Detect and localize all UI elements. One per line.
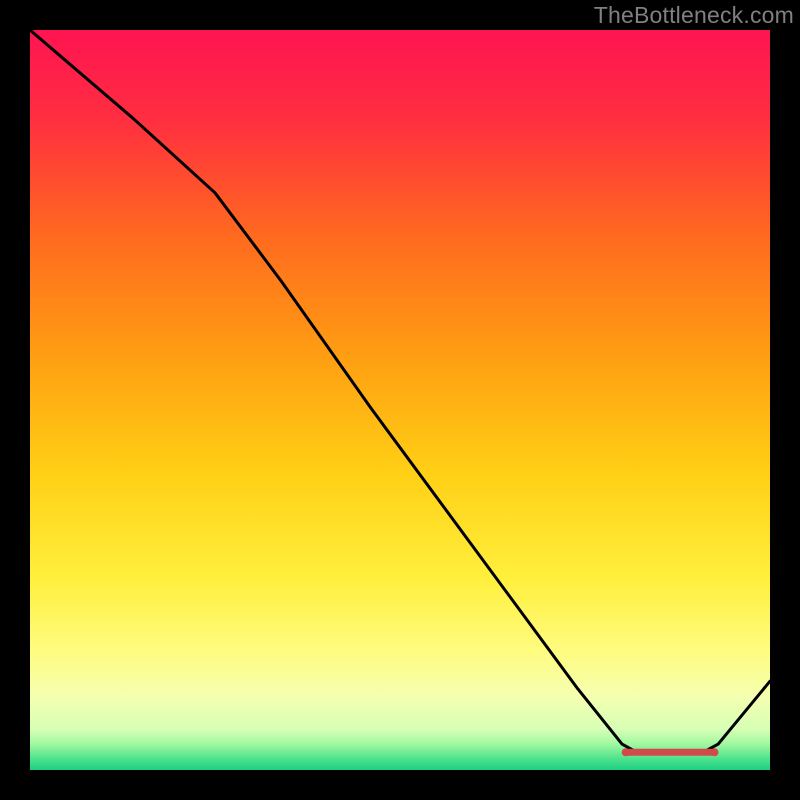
watermark-text: TheBottleneck.com bbox=[594, 0, 794, 30]
plot-area bbox=[30, 30, 770, 770]
chart-svg bbox=[30, 30, 770, 770]
optimal-range-start-cap bbox=[622, 748, 630, 756]
optimal-range-end-cap bbox=[711, 748, 719, 756]
chart-frame: TheBottleneck.com bbox=[0, 0, 800, 800]
chart-background bbox=[30, 30, 770, 770]
